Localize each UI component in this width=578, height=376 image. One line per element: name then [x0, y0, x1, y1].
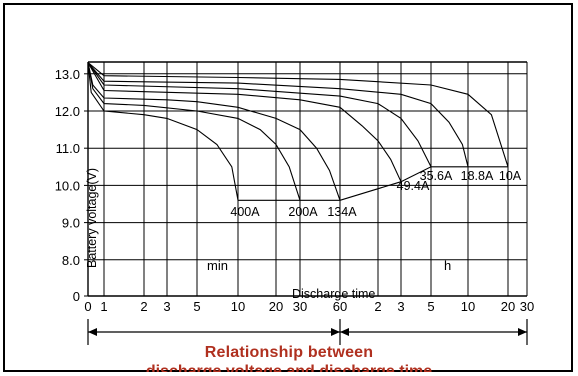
x-tick-label-min: 0 [84, 299, 91, 314]
discharge-curve [87, 62, 239, 201]
chart-frame [3, 3, 573, 372]
arrow-min-end [331, 328, 340, 336]
y-tick-label: 12.0 [55, 104, 80, 119]
curve-end-label: 200A [288, 205, 318, 219]
curve-end-label: 49.4A [397, 179, 430, 193]
cutoff-line-h [339, 166, 508, 201]
y-axis-label: Battery voltage(V) [85, 168, 99, 268]
discharge-curve [87, 62, 432, 168]
chart-caption-second-line: discharge voltage and discharge time [0, 364, 578, 372]
curves [87, 62, 509, 201]
x-tick-label-h: 30 [520, 299, 534, 314]
discharge-curve [87, 62, 301, 201]
curve-end-label: 35.6A [420, 169, 453, 183]
y-tick-label: 0 [73, 289, 80, 304]
y-tick-label: 9.0 [62, 216, 80, 231]
curve-end-label: 400A [230, 205, 260, 219]
arrow-h-start [340, 328, 349, 336]
curve-end-label: 134A [327, 205, 357, 219]
discharge-curve [87, 62, 341, 201]
x-tick-label-min: 10 [231, 299, 245, 314]
curve-end-label: 18.8A [461, 169, 494, 183]
arrow-left-start [88, 328, 97, 336]
x-tick-label-min: 20 [269, 299, 283, 314]
chart-caption: Relationship between [204, 344, 374, 361]
x-tick-label-h: 3 [397, 299, 404, 314]
x-tick-label-h: 5 [427, 299, 434, 314]
y-tick-label: 8.0 [62, 253, 80, 268]
x-tick-label-h: 20 [501, 299, 515, 314]
axes [84, 61, 528, 345]
y-tick-label: 10.0 [55, 178, 80, 193]
curve-end-label: 10A [499, 169, 522, 183]
arrow-h-end [518, 328, 527, 336]
x-tick-label-min: 1 [100, 299, 107, 314]
discharge-curve [87, 62, 469, 167]
y-tick-label: 13.0 [55, 67, 80, 82]
x-tick-label-min: 2 [140, 299, 147, 314]
x-tick-label-h: 10 [461, 299, 475, 314]
x-tick-label-min: 60 [333, 299, 347, 314]
x-tick-label-h: 2 [374, 299, 381, 314]
x-tick-label-min: 30 [293, 299, 307, 314]
labels: 08.09.010.011.012.013.00 1 2 3 5 10 20 30 60 2 3 5 1… [55, 67, 535, 314]
unit-min-label: min [207, 258, 228, 273]
unit-h-label: h [444, 258, 451, 273]
discharge-curve [87, 62, 402, 182]
x-axis-label: Discharge time [292, 287, 375, 301]
grid [88, 62, 528, 296]
y-tick-label: 11.0 [56, 141, 80, 156]
discharge-curve [87, 62, 509, 167]
x-tick-label-min: 5 [193, 299, 200, 314]
x-tick-label-min: 3 [163, 299, 170, 314]
